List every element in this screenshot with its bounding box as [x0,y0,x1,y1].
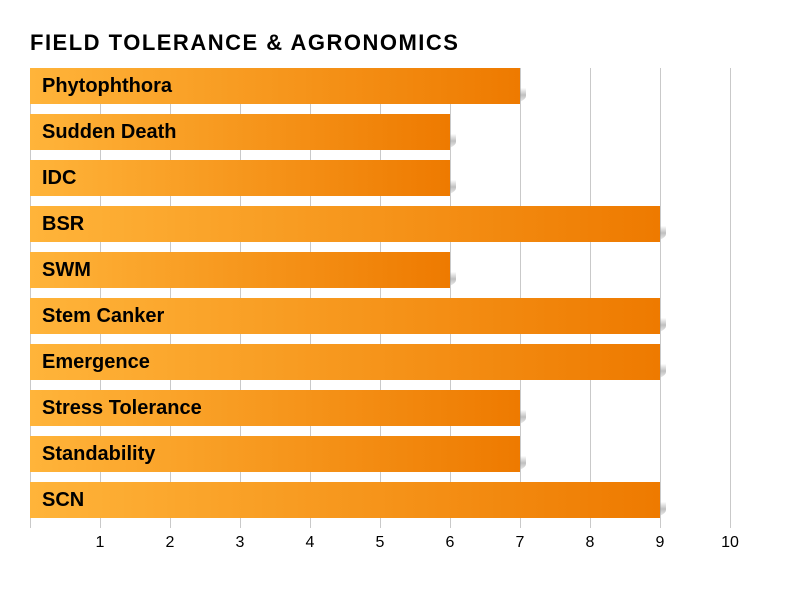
bar: SWM [30,252,450,288]
bar: Stress Tolerance [30,390,520,426]
bar: Stem Canker [30,298,660,334]
x-axis-tick: 3 [236,534,245,552]
chart-title: FIELD TOLERANCE & AGRONOMICS [30,30,770,56]
plot-area: Phytophthora Sudden Death IDC BSR SWM Stem Ca… [30,68,730,528]
bar-row: Sudden Death [30,114,730,150]
bar-row: Phytophthora [30,68,730,104]
x-axis-tick: 4 [306,534,315,552]
bar: BSR [30,206,660,242]
x-axis-tick: 9 [656,534,665,552]
x-axis-tick: 1 [96,534,105,552]
bar: SCN [30,482,660,518]
bar: Standability [30,436,520,472]
x-axis: 12345678910 [30,528,730,558]
x-axis-tick: 7 [516,534,525,552]
bar-row: Stem Canker [30,298,730,334]
bar: Emergence [30,344,660,380]
chart-container: FIELD TOLERANCE & AGRONOMICS Phytophthor… [0,0,800,600]
bar: Phytophthora [30,68,520,104]
bar-row: Stress Tolerance [30,390,730,426]
bar-row: SCN [30,482,730,518]
bar: IDC [30,160,450,196]
bar: Sudden Death [30,114,450,150]
bar-row: SWM [30,252,730,288]
grid-line [730,68,731,528]
bars-layer: Phytophthora Sudden Death IDC BSR SWM Stem Ca… [30,68,730,518]
x-axis-tick: 2 [166,534,175,552]
bar-row: Emergence [30,344,730,380]
bar-row: Standability [30,436,730,472]
bar-row: IDC [30,160,730,196]
x-axis-tick: 8 [586,534,595,552]
bar-row: BSR [30,206,730,242]
x-axis-tick: 6 [446,534,455,552]
x-axis-tick: 10 [721,534,739,552]
x-axis-tick: 5 [376,534,385,552]
